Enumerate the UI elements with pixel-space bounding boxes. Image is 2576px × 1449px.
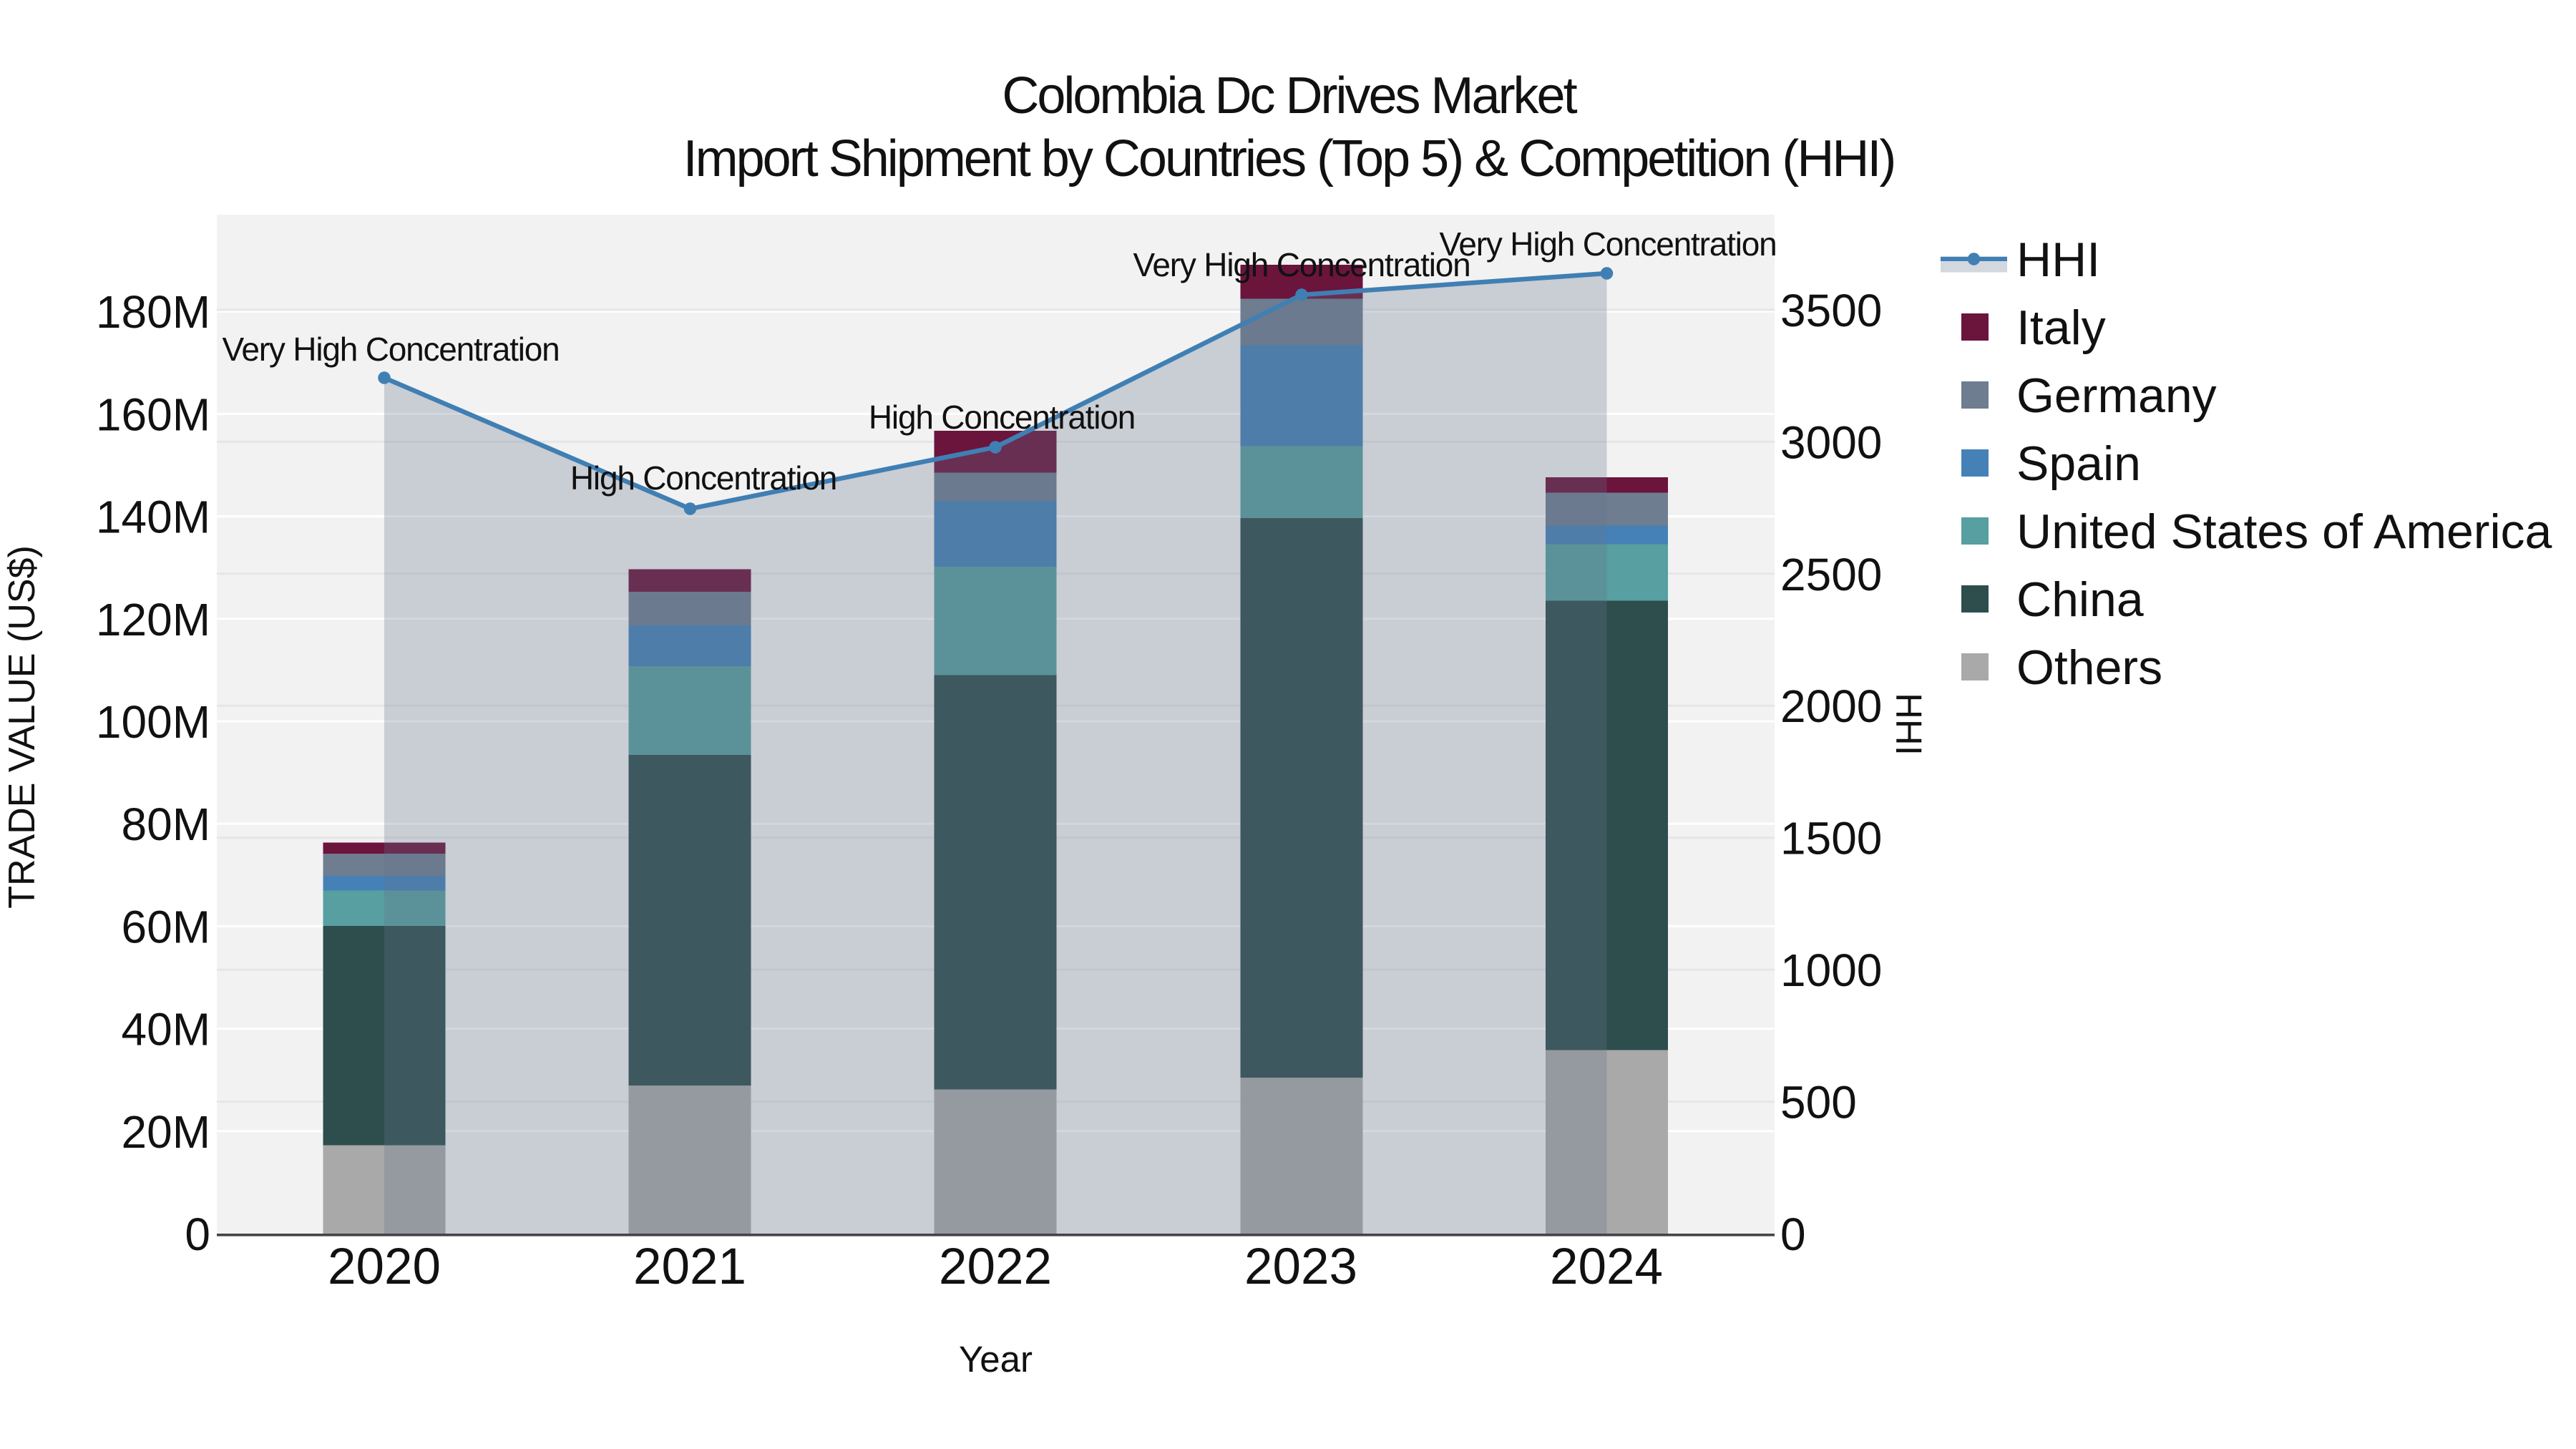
- svg-text:Import Shipment by Countries (: Import Shipment by Countries (Top 5) & C…: [683, 130, 1895, 187]
- svg-text:2500: 2500: [1780, 549, 1882, 600]
- svg-text:HHI: HHI: [1888, 693, 1929, 756]
- svg-text:Very High Concentration: Very High Concentration: [1133, 246, 1470, 283]
- svg-text:2022: 2022: [939, 1239, 1052, 1295]
- svg-text:40M: 40M: [122, 1004, 211, 1055]
- svg-text:140M: 140M: [96, 492, 210, 543]
- svg-text:Year: Year: [959, 1339, 1033, 1380]
- svg-text:100M: 100M: [96, 696, 210, 748]
- svg-text:United States of America: United States of America: [2016, 504, 2552, 559]
- svg-text:80M: 80M: [122, 799, 211, 850]
- svg-text:180M: 180M: [96, 286, 210, 338]
- svg-text:500: 500: [1780, 1077, 1857, 1128]
- svg-text:60M: 60M: [122, 901, 211, 952]
- svg-text:1500: 1500: [1780, 813, 1882, 864]
- svg-text:Very High Concentration: Very High Concentration: [222, 331, 559, 368]
- svg-text:HHI: HHI: [2016, 233, 2100, 287]
- svg-text:160M: 160M: [96, 389, 210, 440]
- svg-text:China: China: [2016, 572, 2144, 627]
- svg-text:1000: 1000: [1780, 945, 1882, 996]
- svg-text:Italy: Italy: [2016, 301, 2106, 355]
- svg-text:2020: 2020: [328, 1239, 441, 1295]
- svg-text:TRADE VALUE (US$): TRADE VALUE (US$): [1, 545, 43, 909]
- svg-text:2023: 2023: [1244, 1239, 1357, 1295]
- svg-text:20M: 20M: [122, 1106, 211, 1158]
- svg-text:2021: 2021: [633, 1239, 746, 1295]
- svg-text:120M: 120M: [96, 594, 210, 645]
- svg-text:Germany: Germany: [2016, 369, 2217, 423]
- svg-text:3000: 3000: [1780, 416, 1882, 468]
- svg-text:Colombia Dc Drives Market: Colombia Dc Drives Market: [1002, 67, 1577, 125]
- svg-text:High Concentration: High Concentration: [570, 459, 836, 497]
- svg-text:2024: 2024: [1550, 1239, 1663, 1295]
- svg-text:2000: 2000: [1780, 680, 1882, 732]
- svg-text:0: 0: [1780, 1209, 1806, 1260]
- svg-text:Others: Others: [2016, 640, 2162, 695]
- svg-text:Spain: Spain: [2016, 436, 2141, 491]
- svg-text:Very High Concentration: Very High Concentration: [1439, 225, 1776, 263]
- svg-text:0: 0: [185, 1209, 210, 1260]
- svg-text:3500: 3500: [1780, 285, 1882, 336]
- svg-text:High Concentration: High Concentration: [869, 399, 1135, 436]
